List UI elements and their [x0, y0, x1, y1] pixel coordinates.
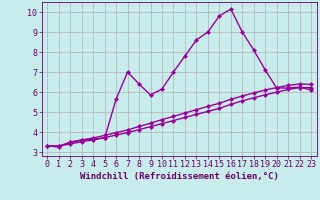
X-axis label: Windchill (Refroidissement éolien,°C): Windchill (Refroidissement éolien,°C) — [80, 172, 279, 181]
